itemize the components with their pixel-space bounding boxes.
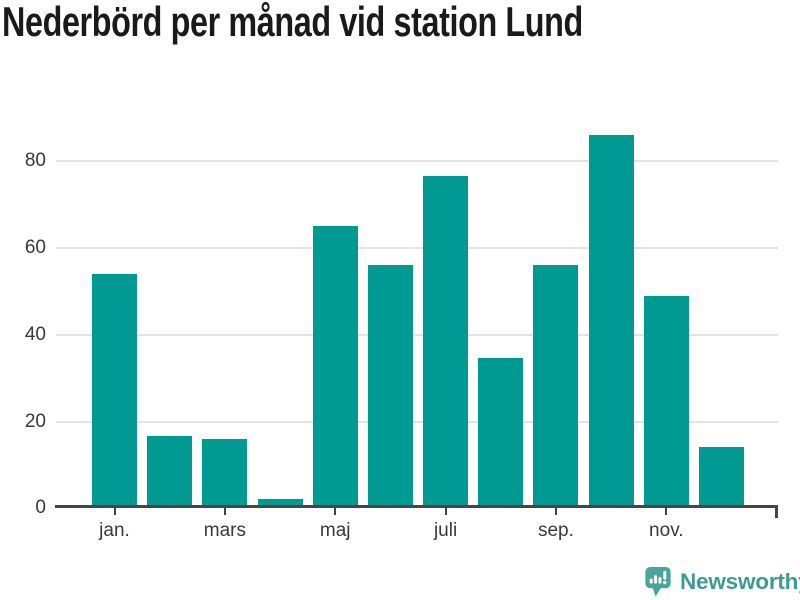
x-axis-label-maj: maj [319, 520, 351, 541]
y-axis-label-40: 40 [24, 323, 46, 345]
x-tick-nov [665, 508, 668, 515]
newsworthy-logo[interactable]: Newsworthy [644, 566, 800, 598]
bar-month-2 [147, 436, 193, 508]
x-axis-label-juli: juli [433, 520, 458, 541]
y-axis-label-80: 80 [24, 150, 46, 172]
x-axis-label-mars: mars [203, 520, 246, 541]
x-axis-line [55, 505, 778, 508]
bar-month-11 [643, 295, 689, 508]
bar-month-6 [367, 265, 413, 508]
x-tick-sep [554, 508, 557, 515]
x-axis-label-jan: jan. [99, 520, 130, 541]
x-tick-mars [223, 508, 226, 515]
y-axis-label-0: 0 [35, 497, 46, 519]
x-tick-juli [444, 508, 447, 515]
bar-month-10 [588, 135, 634, 508]
bar-month-9 [533, 265, 579, 508]
gridline-60 [56, 247, 778, 250]
bar-month-5 [312, 226, 358, 508]
bar-month-12 [698, 447, 744, 508]
chart-title: Nederbörd per månad vid station Lund [2, 0, 583, 45]
x-tick-maj [334, 508, 337, 515]
x-axis-label-nov: nov. [649, 520, 684, 541]
x-axis-end-tick [775, 508, 778, 518]
bar-month-1 [92, 273, 137, 508]
y-axis-label-20: 20 [24, 410, 46, 432]
y-axis-label-60: 60 [24, 237, 46, 259]
bar-month-7 [423, 176, 469, 508]
bar-chart-speech-bubble-icon [645, 566, 671, 597]
bar-month-8 [478, 358, 524, 508]
bar-group [92, 118, 744, 508]
newsworthy-logo-text: Newsworthy [680, 569, 800, 594]
gridline-20 [56, 420, 778, 423]
x-axis-label-sep: sep. [537, 520, 574, 541]
gridline-40 [56, 333, 778, 336]
gridline-80 [56, 160, 778, 163]
x-tick-jan [113, 508, 116, 515]
bar-month-4 [257, 499, 303, 508]
bar-month-3 [202, 438, 248, 508]
